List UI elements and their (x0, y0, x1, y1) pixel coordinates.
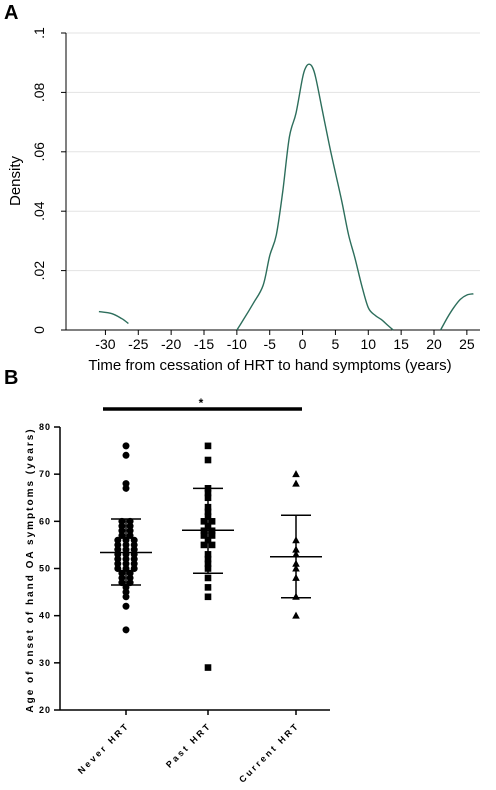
density-gridlines (66, 32, 480, 272)
past-hrt-point (204, 664, 212, 671)
age-y-tick-label: 20 (39, 705, 51, 715)
density-curves (98, 63, 474, 331)
density-x-ticks: -30 -25 -20 -15 -10 -5 0 5 10 15 20 25 (95, 330, 475, 352)
density-y-tick-label: .08 (31, 82, 47, 102)
density-x-tick-label: -5 (263, 336, 276, 352)
density-curve-segment-1 (98, 310, 129, 325)
past-hrt-point (204, 574, 212, 582)
age-y-tick-label: 80 (39, 422, 51, 432)
category-label: Current HRT (237, 720, 301, 784)
past-hrt-point (208, 541, 216, 549)
age-y-tick-label: 30 (39, 658, 51, 668)
never-hrt-point (122, 480, 130, 488)
density-x-tick-label: 15 (393, 336, 409, 352)
current-hrt-point (292, 479, 300, 487)
density-x-tick-label: -15 (194, 336, 214, 352)
category-label: Never HRT (76, 720, 132, 776)
age-y-tick-label: 60 (39, 516, 51, 526)
never-hrt-point (118, 569, 126, 577)
never-hrt-point (122, 442, 130, 450)
density-x-tick-label: -30 (95, 336, 115, 352)
never-hrt-point (122, 626, 130, 634)
panel-b-letter: B (4, 367, 18, 389)
age-y-tick-label: 70 (39, 469, 51, 479)
density-y-tick-label: .02 (31, 261, 47, 281)
panel-a-letter: A (4, 2, 18, 24)
past-hrt-point (200, 541, 208, 549)
density-y-axis-label: Density (7, 155, 24, 206)
density-x-tick-label: 0 (299, 336, 307, 352)
past-hrt-point (200, 532, 208, 539)
past-hrt-point (204, 593, 212, 601)
density-y-tick-label: .04 (31, 201, 47, 221)
density-x-tick-label: 20 (426, 336, 442, 352)
current-hrt-point (292, 611, 300, 619)
past-hrt-point (204, 456, 212, 464)
past-hrt-point (204, 584, 212, 591)
density-chart: 0 .02 .04 .06 .08 .1 -30 -25 -20 -15 -10 -5 0 5 10 15 2… (7, 27, 480, 374)
density-x-tick-label: -10 (227, 336, 247, 352)
density-x-tick-label: 10 (360, 336, 376, 352)
age-y-tick-label: 50 (39, 564, 51, 574)
age-y-ticks: 20 30 40 50 60 70 80 (39, 422, 60, 715)
age-y-axis-label: Age of onset of hand OA symptoms (years) (25, 427, 36, 712)
density-curve-segment-3 (439, 293, 474, 331)
never-hrt-point (114, 536, 122, 544)
never-hrt-point (122, 451, 130, 459)
density-x-tick-label: 25 (459, 336, 475, 352)
significance-star: * (199, 396, 204, 410)
density-x-tick-label: -25 (128, 336, 148, 352)
density-x-axis-label: Time from cessation of HRT to hand sympt… (88, 357, 451, 374)
density-y-tick-label: .1 (31, 27, 47, 39)
current-hrt-point (292, 470, 300, 478)
category-label: Past HRT (164, 720, 214, 770)
past-hrt-point (204, 442, 212, 450)
age-mean-sd-bars (100, 487, 322, 599)
density-y-tick-label: 0 (31, 326, 47, 334)
age-onset-chart: 20 30 40 50 60 70 80 Never HRT Past HRT Current … (25, 396, 330, 785)
age-category-labels: Never HRT Past HRT Current HRT (76, 710, 301, 785)
never-hrt-point (126, 569, 134, 577)
density-x-tick-label: -20 (161, 336, 181, 352)
density-curve-segment-2 (236, 63, 394, 331)
density-x-tick-label: 5 (332, 336, 340, 352)
age-y-tick-label: 40 (39, 611, 51, 621)
past-hrt-point (208, 518, 216, 525)
density-y-tick-label: .06 (31, 142, 47, 162)
never-hrt-point (130, 536, 138, 544)
density-y-ticks: 0 .02 .04 .06 .08 .1 (31, 27, 66, 334)
past-hrt-point (208, 532, 216, 539)
past-hrt-point (200, 518, 208, 525)
never-hrt-point (122, 602, 130, 610)
